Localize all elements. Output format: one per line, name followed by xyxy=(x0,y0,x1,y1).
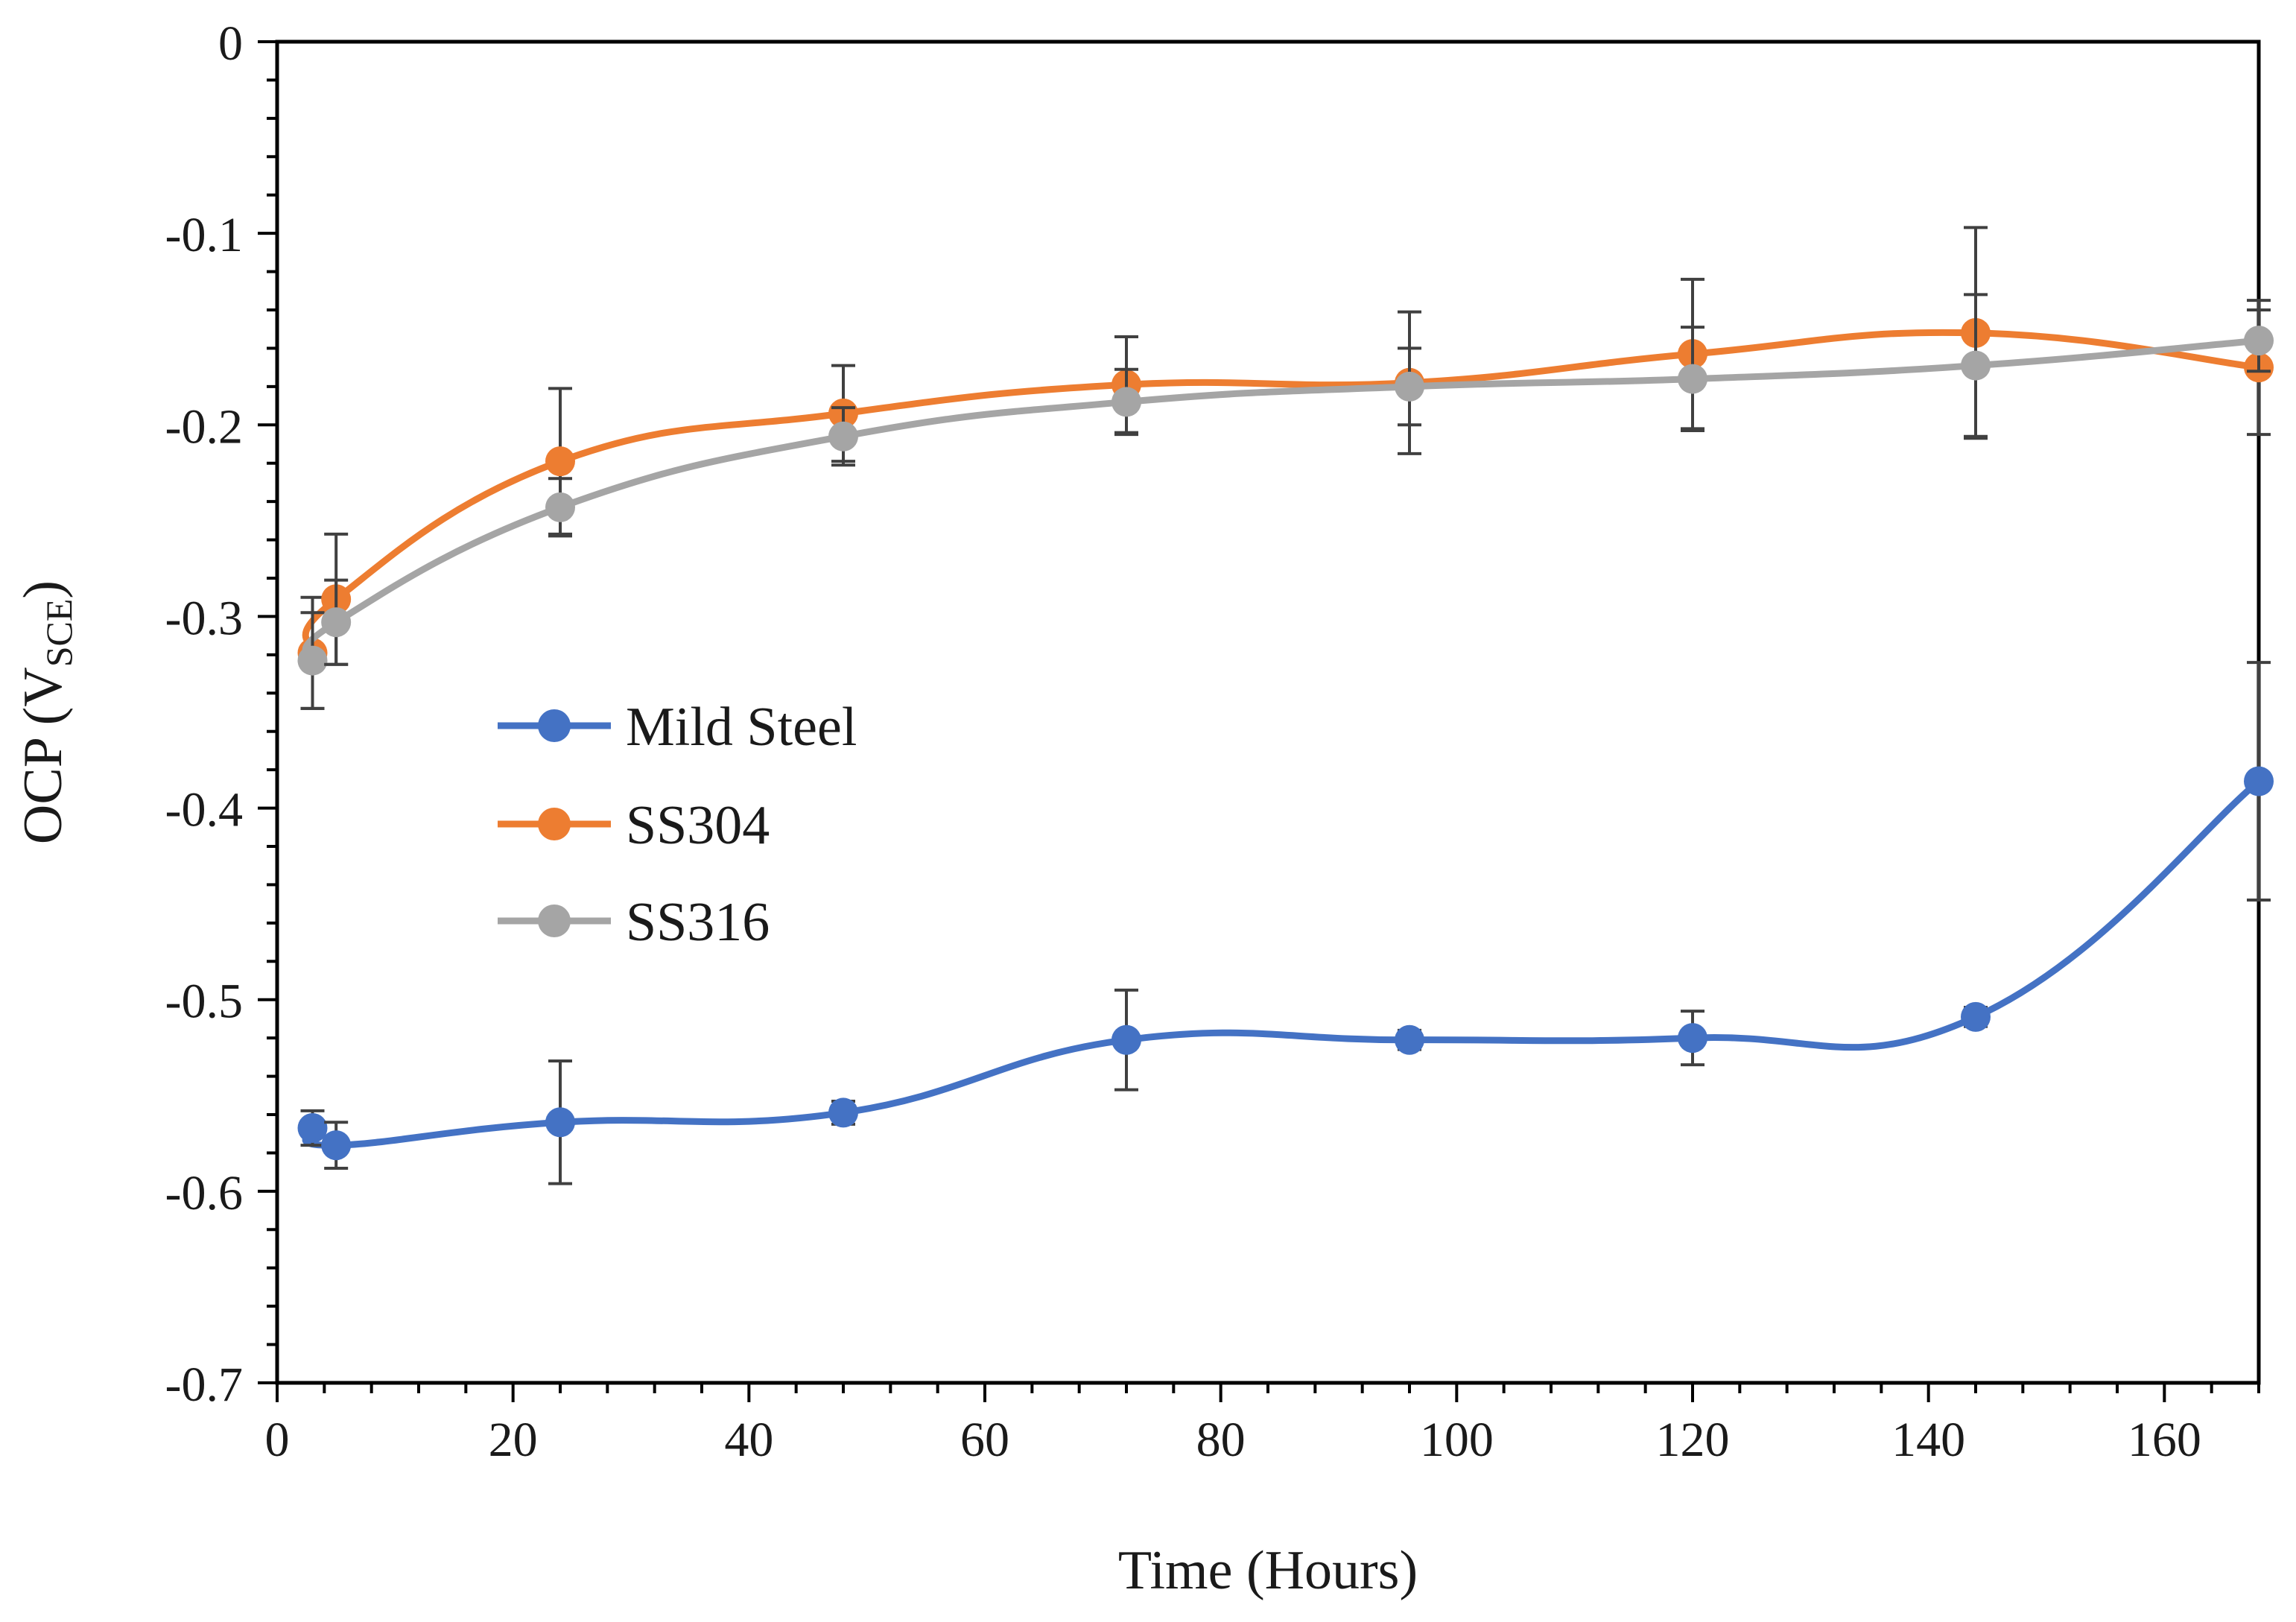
y-tick-label: -0.1 xyxy=(165,208,243,262)
data-point-mild-steel xyxy=(2244,766,2274,796)
data-point-mild-steel xyxy=(1678,1023,1707,1054)
data-point-ss316 xyxy=(1111,387,1141,417)
y-tick-label: -0.2 xyxy=(165,399,243,454)
x-tick-label: 80 xyxy=(1196,1413,1246,1467)
legend-item-mild-steel: Mild Steel xyxy=(498,697,857,758)
legend-marker-mild-steel xyxy=(538,709,571,742)
x-tick-label: 100 xyxy=(1420,1413,1494,1467)
legend-label-ss316: SS316 xyxy=(626,892,770,953)
x-tick-label: 120 xyxy=(1656,1413,1730,1467)
data-point-ss304 xyxy=(545,446,575,477)
data-point-ss316 xyxy=(1395,371,1424,402)
series-line-ss304 xyxy=(302,329,2259,655)
series-ss316 xyxy=(297,293,2274,710)
tick-labels: 0 20 40 60 80 100 120 140 160 0 -0.1 -0.2 -0.3 -0.4 -0… xyxy=(165,16,2201,1467)
data-point-ss316 xyxy=(297,645,328,676)
data-series xyxy=(297,226,2274,1185)
data-point-ss316 xyxy=(1678,364,1707,394)
y-tick-label: -0.7 xyxy=(165,1358,243,1412)
data-point-mild-steel xyxy=(1961,1001,1991,1032)
data-point-ss316 xyxy=(545,492,575,522)
x-tick-label: 60 xyxy=(960,1413,1009,1467)
data-point-mild-steel xyxy=(545,1107,575,1138)
x-tick-label: 140 xyxy=(1891,1413,1965,1467)
x-axis-title: Time (Hours) xyxy=(1118,1540,1418,1601)
series-line-mild-steel xyxy=(302,779,2261,1149)
legend-item-ss304: SS304 xyxy=(498,795,770,856)
y-axis-title-main: OCP (V xyxy=(13,667,74,844)
legend-label-mild-steel: Mild Steel xyxy=(626,697,857,758)
legend-item-ss316: SS316 xyxy=(498,892,770,953)
series-mild-steel xyxy=(297,661,2274,1185)
series-line-ss316 xyxy=(302,337,2259,662)
x-tick-label: 20 xyxy=(489,1413,538,1467)
data-point-ss316 xyxy=(321,607,352,638)
x-tick-label: 0 xyxy=(265,1413,290,1467)
y-tick-label: -0.4 xyxy=(165,783,243,837)
y-tick-label: -0.5 xyxy=(165,975,243,1029)
axes xyxy=(258,40,2260,1402)
x-tick-label: 40 xyxy=(724,1413,773,1467)
data-point-mild-steel xyxy=(321,1130,352,1161)
legend-marker-ss316 xyxy=(538,905,571,937)
data-point-mild-steel xyxy=(1111,1024,1141,1055)
y-axis-title-subscript: SCE xyxy=(38,599,80,668)
data-point-mild-steel xyxy=(828,1097,858,1128)
legend: Mild Steel SS304 SS316 xyxy=(498,697,857,953)
y-tick-label: -0.3 xyxy=(165,591,243,645)
y-tick-label: -0.6 xyxy=(165,1166,243,1220)
data-point-mild-steel xyxy=(297,1113,328,1143)
data-point-ss316 xyxy=(2244,326,2274,356)
data-point-ss316 xyxy=(828,421,858,452)
data-point-mild-steel xyxy=(1395,1024,1424,1055)
legend-label-ss304: SS304 xyxy=(626,795,770,856)
y-tick-label: 0 xyxy=(218,16,243,71)
y-axis-title: OCP (VSCE) xyxy=(13,580,80,844)
x-tick-label: 160 xyxy=(2128,1413,2201,1467)
legend-marker-ss304 xyxy=(538,808,571,840)
y-axis-title-close: ) xyxy=(13,580,74,599)
data-point-ss316 xyxy=(1961,350,1991,381)
